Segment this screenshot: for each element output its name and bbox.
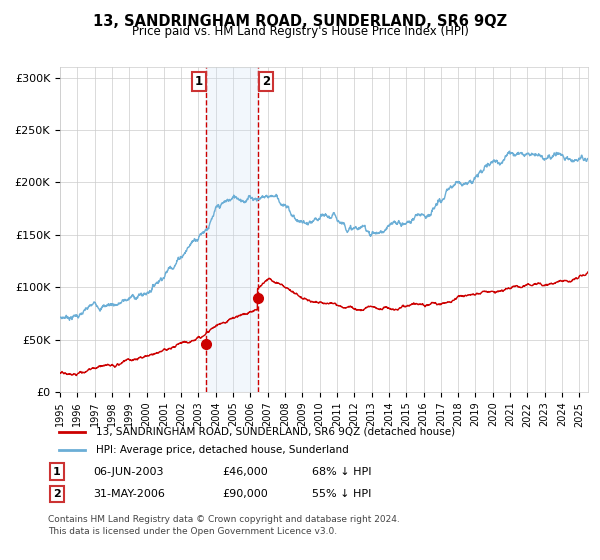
Text: Contains HM Land Registry data © Crown copyright and database right 2024.: Contains HM Land Registry data © Crown c… <box>48 515 400 524</box>
Text: £46,000: £46,000 <box>222 466 268 477</box>
Text: Price paid vs. HM Land Registry's House Price Index (HPI): Price paid vs. HM Land Registry's House … <box>131 25 469 38</box>
Text: 1: 1 <box>53 466 61 477</box>
Text: 06-JUN-2003: 06-JUN-2003 <box>93 466 163 477</box>
Text: 55% ↓ HPI: 55% ↓ HPI <box>312 489 371 499</box>
Text: 2: 2 <box>53 489 61 499</box>
Text: 1: 1 <box>195 76 203 88</box>
Text: 2: 2 <box>262 76 270 88</box>
Text: 31-MAY-2006: 31-MAY-2006 <box>93 489 165 499</box>
Text: £90,000: £90,000 <box>222 489 268 499</box>
Bar <box>206 67 257 392</box>
Text: This data is licensed under the Open Government Licence v3.0.: This data is licensed under the Open Gov… <box>48 528 337 536</box>
Text: 13, SANDRINGHAM ROAD, SUNDERLAND, SR6 9QZ: 13, SANDRINGHAM ROAD, SUNDERLAND, SR6 9Q… <box>93 14 507 29</box>
Text: 68% ↓ HPI: 68% ↓ HPI <box>312 466 371 477</box>
Text: HPI: Average price, detached house, Sunderland: HPI: Average price, detached house, Sund… <box>95 445 348 455</box>
Text: 13, SANDRINGHAM ROAD, SUNDERLAND, SR6 9QZ (detached house): 13, SANDRINGHAM ROAD, SUNDERLAND, SR6 9Q… <box>95 427 455 437</box>
